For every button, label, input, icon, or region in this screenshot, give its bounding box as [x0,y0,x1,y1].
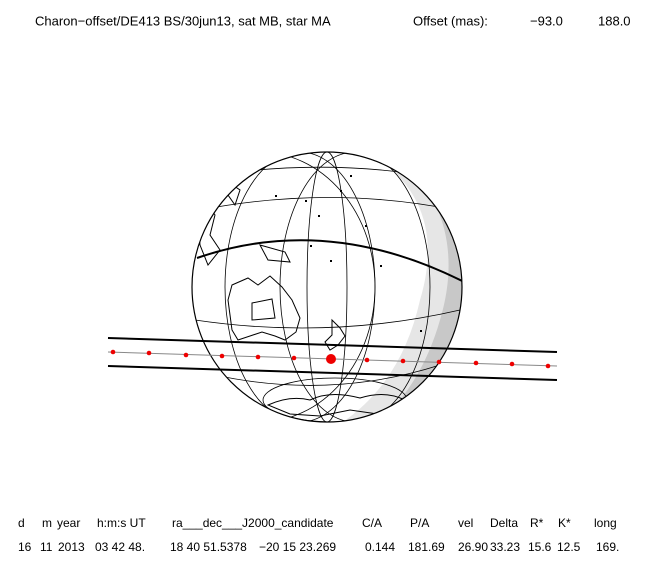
column-header: h:m:s UT [97,516,146,530]
column-header: Delta [490,516,518,530]
column-header: vel [458,516,473,530]
title: Charon−offset/DE413 BS/30jun13, sat MB, … [35,13,331,28]
column-header: d [18,516,25,530]
table-cell: 18 40 51.5378 [170,540,247,554]
table-cell: 03 42 48. [95,540,145,554]
column-header: K* [558,516,571,530]
table-cell: 15.6 [528,540,552,554]
shadow-path [107,337,558,381]
time-markers [110,349,551,369]
table-cell: 12.5 [557,540,581,554]
column-header: R* [530,516,544,530]
column-header: m [42,516,52,530]
path-limit-north [107,337,558,353]
offset-label: Offset (mas): [413,13,488,28]
table-cell: 0.144 [365,540,395,554]
offset-x: −93.0 [530,13,563,28]
column-header: C/A [362,516,382,530]
table-cell: 11 [40,540,53,554]
column-header: ra___dec___J2000_candidate [172,516,334,530]
path-limit-south [107,365,558,381]
column-header: P/A [410,516,429,530]
table-cell: 26.90 [458,540,488,554]
table-cell: 33.23 [490,540,520,554]
table-cell: 16 [18,540,32,554]
table-cell: 169. [596,540,619,554]
globe-limb [191,151,463,423]
latitude-line [196,239,462,286]
event-table: d m year h:m:s UT ra___dec___J2000_candidate… [18,516,619,554]
table-cell: 2013 [58,540,85,554]
globe-disk [192,152,462,422]
coastlines [197,178,411,417]
table-cell: 181.69 [408,540,445,554]
column-header: long [594,516,617,530]
closest-approach [326,354,336,364]
islands [275,175,422,332]
column-header: year [57,516,80,530]
table-cell: −20 15 23.269 [259,540,336,554]
offset-y: 188.0 [598,13,631,28]
